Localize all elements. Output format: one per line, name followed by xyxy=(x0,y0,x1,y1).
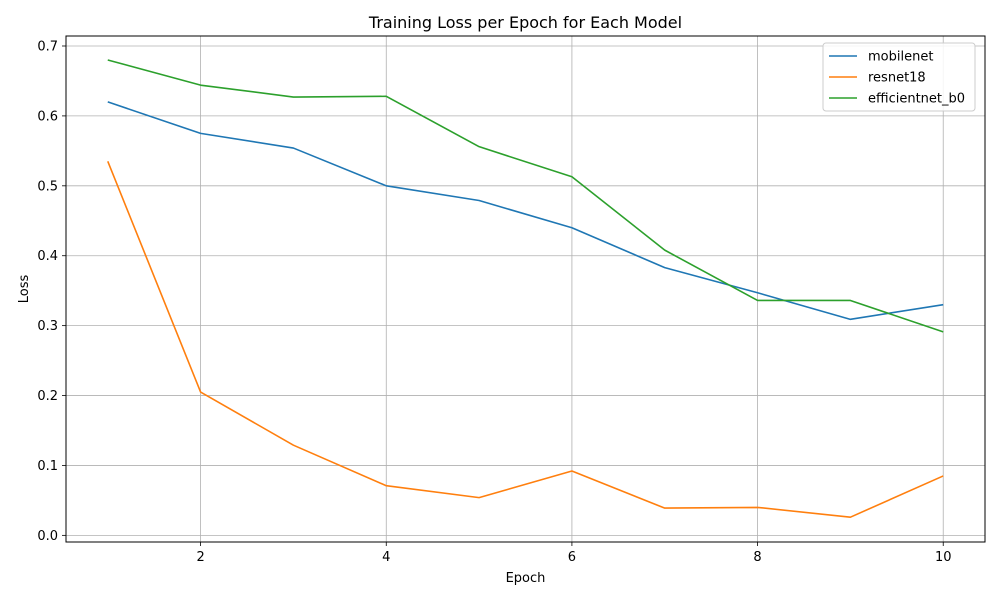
y-tick-label: 0.2 xyxy=(37,389,58,404)
y-tick-label: 0.5 xyxy=(37,179,58,194)
x-tick-label: 2 xyxy=(196,550,204,565)
x-axis-label: Epoch xyxy=(506,571,546,586)
chart-title: Training Loss per Epoch for Each Model xyxy=(368,13,682,32)
series-line-resnet18 xyxy=(107,161,944,518)
y-tick-label: 0.0 xyxy=(37,529,58,544)
plot-frame xyxy=(65,35,986,543)
y-tick-label: 0.7 xyxy=(37,39,58,54)
x-tick-label: 4 xyxy=(382,550,390,565)
grid-lines xyxy=(66,36,985,542)
legend-box xyxy=(822,42,976,112)
legend-label: efficientnet_b0 xyxy=(868,92,965,107)
y-tick-label: 0.6 xyxy=(37,109,58,124)
y-axis: 0.0 0.1 0.2 0.3 0.4 0.5 0.6 0.7 xyxy=(37,39,66,544)
y-axis-label: Loss xyxy=(17,275,32,304)
y-tick-label: 0.3 xyxy=(37,319,58,334)
y-tick-label: 0.1 xyxy=(37,459,58,474)
legend: mobilenet resnet18 efficientnet_b0 xyxy=(822,42,976,112)
y-tick-label: 0.4 xyxy=(37,249,58,264)
legend-label: resnet18 xyxy=(868,71,926,86)
x-tick-label: 6 xyxy=(568,550,576,565)
legend-label: mobilenet xyxy=(868,50,933,65)
series-line-mobilenet xyxy=(107,101,944,321)
x-tick-label: 8 xyxy=(753,550,761,565)
x-tick-label: 10 xyxy=(935,550,952,565)
series-lines xyxy=(107,59,944,518)
series-line-efficientnet-b0 xyxy=(107,59,944,333)
x-axis: 2 4 6 8 10 xyxy=(196,542,952,565)
